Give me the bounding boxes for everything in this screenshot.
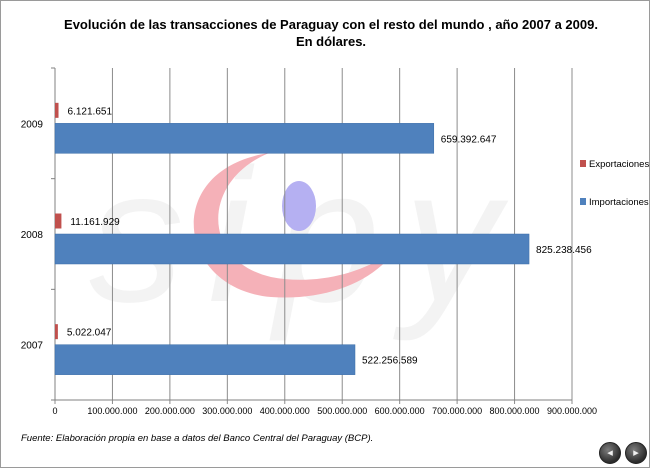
watermark-blue-drop [282, 181, 316, 231]
previous-button[interactable]: ◂ [599, 442, 621, 464]
data-label-importaciones: 522.256.589 [362, 356, 418, 367]
x-tick-label: 0 [52, 406, 57, 416]
data-label-exportaciones: 6.121.651 [68, 106, 113, 117]
x-tick-label: 900.000.000 [547, 406, 597, 416]
bar-importaciones[interactable] [54, 344, 356, 375]
bar-exportaciones[interactable] [55, 213, 62, 229]
x-tick-label: 400.000.000 [260, 406, 310, 416]
next-button[interactable]: ▸ [625, 442, 647, 464]
x-tick-label: 100.000.000 [87, 406, 137, 416]
legend-swatch [580, 160, 586, 167]
data-label-importaciones: 659.392.647 [441, 134, 497, 145]
x-tick-label: 600.000.000 [375, 406, 425, 416]
x-tick-label: 500.000.000 [317, 406, 367, 416]
legend[interactable]: Exportaciones Importaciones [580, 159, 649, 208]
y-tick-label: 2009 [21, 119, 44, 130]
bar-exportaciones[interactable] [55, 324, 58, 340]
next-arrow-icon: ▸ [633, 447, 639, 459]
chart-subtitle: En dólares. [296, 34, 366, 49]
legend-label: Exportaciones [589, 159, 649, 170]
previous-arrow-icon: ◂ [607, 447, 613, 459]
source-note: Fuente: Elaboración propia en base a dat… [21, 433, 373, 444]
legend-swatch [580, 198, 586, 205]
x-tick-label: 200.000.000 [145, 406, 195, 416]
bar-importaciones[interactable] [54, 233, 530, 265]
x-tick-label: 700.000.000 [432, 406, 482, 416]
x-tick-label: 300.000.000 [202, 406, 252, 416]
y-tick-label: 2008 [21, 230, 44, 241]
plot-area: 0 100.000.000 200.000.000 300.000.000 400.00… [21, 67, 597, 416]
chart-title: Evolución de las transacciones de Paragu… [64, 17, 598, 32]
data-label-exportaciones: 5.022.047 [67, 328, 112, 339]
bar-exportaciones[interactable] [55, 102, 59, 118]
data-label-exportaciones: 11.161.929 [70, 217, 120, 228]
bar-importaciones[interactable] [54, 123, 435, 154]
x-tick-label: 800.000.000 [490, 406, 540, 416]
data-label-importaciones: 825.238.456 [536, 245, 592, 256]
legend-label: Importaciones [589, 197, 649, 208]
y-tick-label: 2007 [21, 341, 44, 352]
